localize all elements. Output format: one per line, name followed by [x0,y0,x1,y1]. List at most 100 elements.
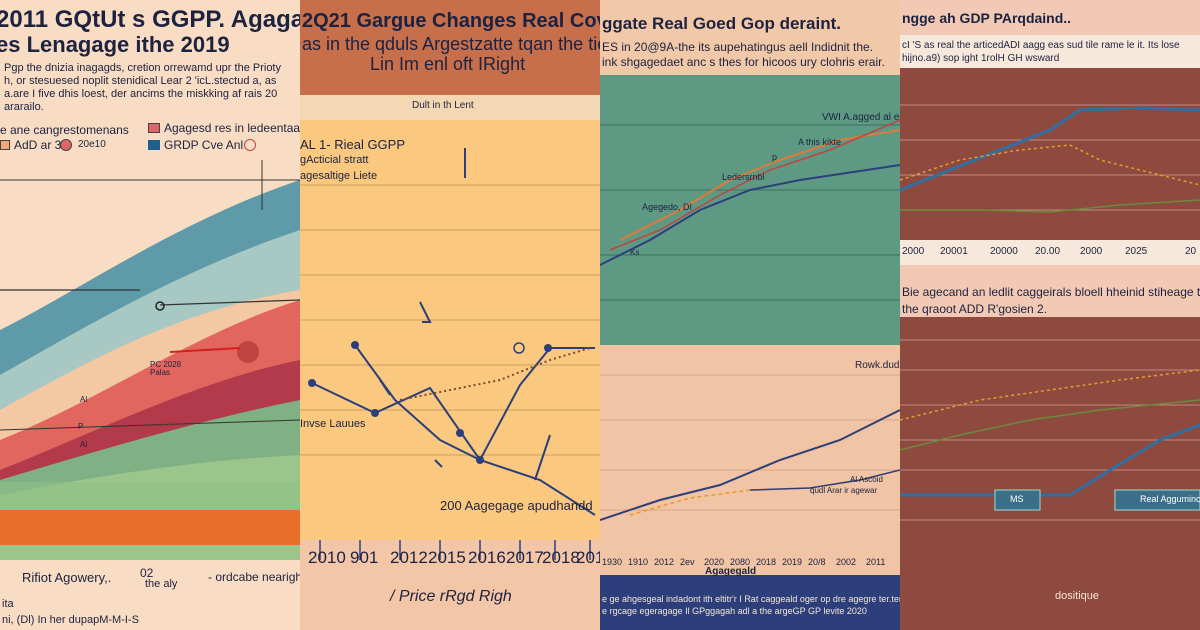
legend-swatch-3 [148,123,160,133]
tick-5: 2020 [704,557,725,567]
title-bg [300,0,600,95]
tick-9: 20/8 [808,557,826,567]
series-points [308,341,552,464]
ann-p: P [78,422,84,431]
panel-line-chart-2: ggate Real Goed Gop deraint. ES in 20@9A… [600,0,900,630]
ann-pc: PC 2028 [150,360,182,369]
ann-actical: gActicial stratt [300,154,369,166]
top-series-blue [600,164,900,266]
ann-p3: p [772,152,778,162]
ann-ai-2: Al [80,440,88,449]
top-series-red [609,119,900,251]
panel2-title-2: as in the qduls Argestzatte tqan the tie… [302,34,600,54]
legend-num: 20e10 [78,139,106,150]
top-series-orange [619,129,900,241]
footer-bg [900,582,1200,630]
ann-liete: agesaltige Liete [300,170,378,182]
panel2-xlabel: / Price rRgd Righ [390,588,512,605]
tick-11: 2011 [866,557,886,567]
legend-swatch-4 [148,140,160,150]
panel2-title: 2Q21 Gargue Changes Real Covdaur [302,10,600,32]
line-chart-1-svg [300,0,600,630]
area-chart-svg [0,150,300,630]
panel3-footer-1: e ge ahgesgeal indadont ith eltitr'r I R… [602,594,900,604]
top-series-orange [900,144,1200,186]
gridline-2 [0,419,300,431]
bottom-series-orange [900,369,1200,421]
ann-real-gdp: AL 1- Rieal GGPP [300,137,406,152]
panel1-desc-4: ararailo. [4,101,44,113]
panel2-subtitle: Dult in th Lent [412,100,474,111]
tick-7: 20 [1185,246,1197,257]
band-greenbase [0,482,300,510]
ann-apudhand: 200 Aagegage apudhandd [440,498,593,513]
tick-bg [900,240,1200,265]
series-dotted-line [399,347,591,401]
tick-6: 2080 [730,557,751,567]
badge-real-bg [1114,489,1200,511]
panel1-desc-3: a.are I five dhis loest, der ancims the … [4,88,278,100]
tick-5: 2000 [1080,246,1103,257]
ann-inverse: Invse Lauues [300,418,366,430]
ann-top: VWI A.agged al esc [822,112,900,123]
panel3-title: ggate Real Goed Gop deraint. [602,14,841,33]
tick-2: 1910 [628,557,649,567]
tick-5: 2016 [468,548,506,567]
tick-2: 901 [350,548,379,567]
panel1-title: 2011 GQtUt s GGPP. Agagaste D- — [0,6,300,33]
footer-bg [0,560,300,630]
ann-bottom: Al Ascoid [850,475,883,484]
legend-swatch-1 [0,140,10,150]
badge-ms-bg [994,489,1041,511]
bottom-series-green [900,399,1200,451]
open-point [513,342,525,354]
tick-10: 2002 [836,557,857,567]
bottom-grid [600,374,900,511]
legend-item-2: AdD ar 3 [14,138,62,152]
red-marker [169,347,241,353]
panel3-title-3: ink shgagedaet anc s thes for hicoos ury… [602,55,885,69]
ann-bottom-2: qudl Arar ir agewar [810,486,878,495]
panel-area-chart: 2011 GQtUt s GGPP. Agagaste D- — es Lena… [0,0,300,630]
band-orange [0,510,300,545]
tick-2: 20001 [940,246,968,257]
ann-mid: Ledersrnbl [722,172,765,182]
panel1-desc-2: h, or stesuesed noplit stenidical Lear 2… [4,75,277,87]
tick-7: 2018 [756,557,777,567]
footer-bottom-1: ita [2,598,14,610]
line-chart-3-svg [900,0,1200,630]
tick-8: 2019 [782,557,803,567]
tick-1: 1930 [602,557,623,567]
footer-right: - ordcabe nearigh [208,570,300,584]
tick-3: 2012 [654,557,675,567]
tick-7: 2018 [542,548,580,567]
plot-bg [300,120,600,540]
line-chart-2-svg [600,0,900,630]
arrow-line-2 [159,299,300,306]
highlight-dot [237,341,259,363]
panel3-footer-2: e rgcage egeragage Il GPggagah adl a the… [602,606,867,616]
legend-item-4: GRDP Cve Anl [164,138,244,152]
tick-8: 2019 [576,548,600,567]
marker-dot [155,301,165,311]
panel2-title-3: Lin Im enl oft IRight [370,54,526,74]
panel4-title: ngge ah GDP PArqdaind.. [902,10,1072,26]
legend-item-3: Agagesd res in ledeentaa [164,121,300,135]
footer-bottom-2: ni, (Dl) In her dupapM-M-I-S [2,614,139,626]
ann-ks: Ks [630,248,640,257]
panel3-xlabel: Agagegald [705,566,757,577]
bottom-plot-bg [600,345,900,575]
badge-ms: MS [1010,494,1024,504]
ann-right: Rowk.dudh [855,360,900,371]
legend-dot-2 [244,139,256,151]
title-bg [900,0,1200,35]
legend-dot [60,139,72,151]
ann-ai: Al [80,395,88,404]
arrow-down [419,301,432,323]
panel3-title-2: ES in 20@9A-the its aupehatingus aell In… [602,40,874,54]
panel-line-chart-3: ngge ah GDP PArqdaind.. cI 'S as real th… [900,0,1200,630]
tick-3: 20000 [990,246,1018,257]
tick-4: 2015 [428,548,466,567]
panel4-title2-1: Bie agecand an ledlit caggeirals bloell … [902,285,1200,299]
footer-bg [600,575,900,630]
